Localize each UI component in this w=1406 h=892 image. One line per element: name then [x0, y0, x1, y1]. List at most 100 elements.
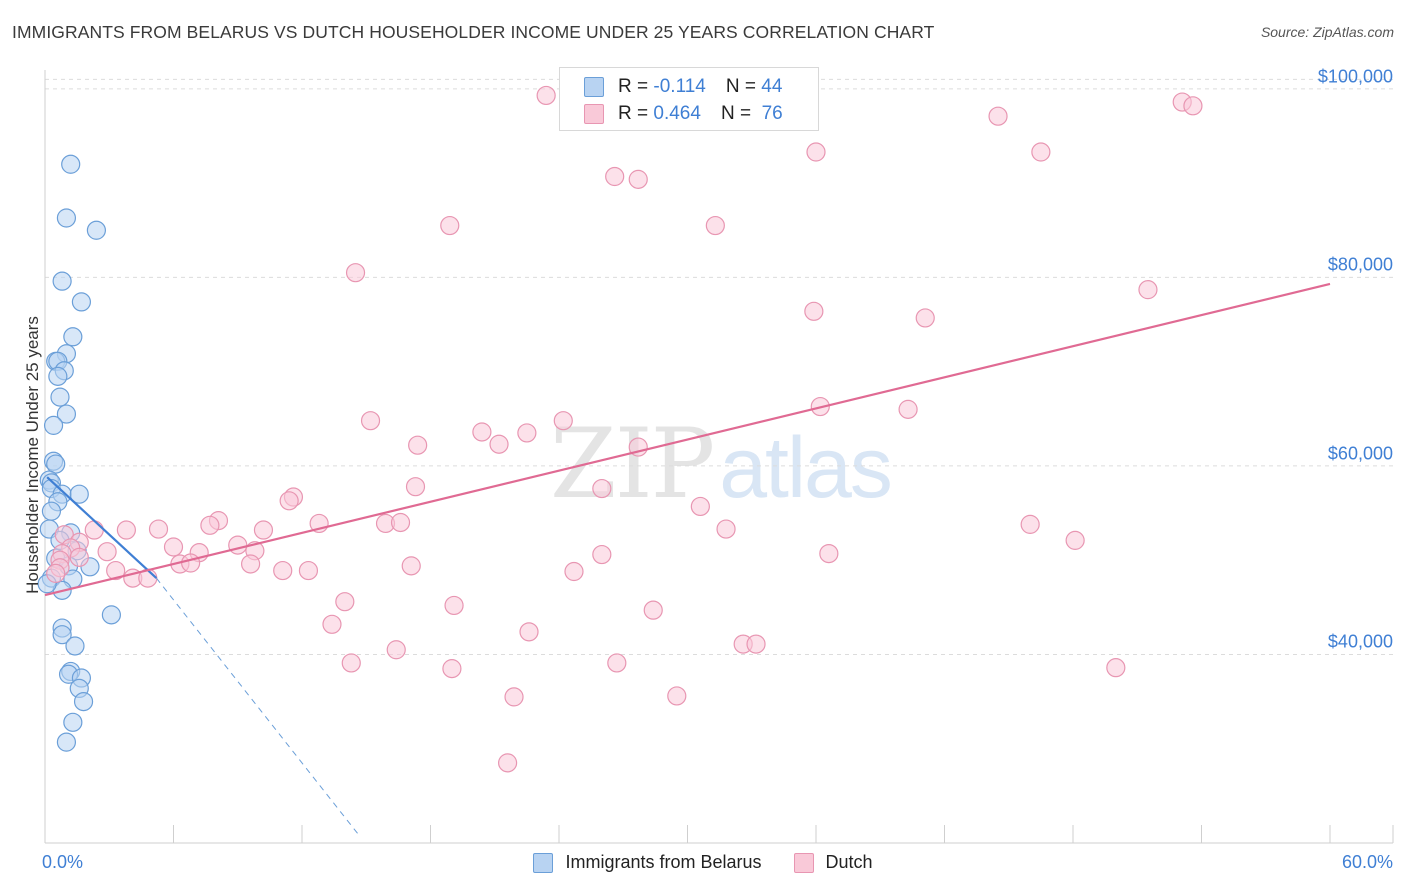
legend-r-label: R =: [618, 76, 649, 97]
point-dutch-58: [241, 554, 261, 574]
y-tick-label-80000: $80,000: [1327, 254, 1393, 275]
point-belarus-13: [43, 415, 64, 435]
x-tick-label-max: 60.0%: [1341, 852, 1393, 872]
point-dutch-19: [517, 423, 537, 443]
point-dutch-52: [1065, 530, 1085, 550]
chart-title: IMMIGRANTS FROM BELARUS VS DUTCH HOUSEHO…: [12, 22, 935, 42]
legend-n-label: N =: [725, 76, 756, 97]
point-dutch-60: [298, 560, 319, 581]
series-swatch-dutch: [793, 852, 814, 873]
point-dutch-6: [605, 166, 625, 187]
point-dutch-36: [116, 520, 136, 540]
point-belarus-43: [63, 712, 83, 732]
point-dutch-77: [504, 687, 524, 707]
point-dutch-34: [1020, 514, 1040, 534]
point-dutch-37: [148, 519, 169, 539]
point-dutch-42: [97, 542, 117, 562]
point-belarus-2: [86, 220, 107, 240]
point-belarus-22: [41, 501, 62, 521]
point-dutch-18: [472, 422, 492, 442]
x-tick-label-min: 0.0%: [42, 852, 84, 872]
point-belarus-37: [65, 636, 85, 656]
point-dutch-10: [345, 263, 366, 283]
point-belarus-15: [46, 454, 66, 474]
legend-n-label: N =: [720, 103, 752, 124]
point-belarus-12: [56, 404, 77, 424]
point-dutch-68: [322, 614, 342, 634]
point-dutch-15: [553, 411, 573, 431]
series-label-dutch: Dutch: [825, 852, 873, 872]
point-dutch-4: [1031, 142, 1051, 162]
point-dutch-3: [988, 106, 1008, 126]
point-dutch-21: [489, 434, 509, 454]
series-legend-dutch: Dutch: [793, 852, 873, 873]
point-belarus-42: [73, 691, 94, 712]
point-dutch-33: [716, 519, 736, 539]
legend-row-dutch: R = 0.464 N = 76: [584, 101, 783, 127]
point-dutch-24: [592, 478, 612, 499]
point-dutch-2: [1183, 96, 1203, 116]
point-dutch-43: [163, 537, 184, 557]
watermark-zip: ZIP: [550, 408, 715, 520]
point-dutch-50: [592, 544, 612, 565]
point-dutch-44: [228, 535, 248, 555]
point-dutch-5: [806, 142, 826, 162]
point-dutch-48: [69, 547, 89, 567]
point-belarus-3: [52, 271, 72, 291]
legend-swatch-belarus: [584, 77, 604, 97]
legend-n-value-belarus: 44: [761, 76, 783, 97]
point-belarus-4: [71, 292, 92, 312]
point-belarus-36: [52, 625, 72, 645]
point-dutch-14: [360, 411, 381, 431]
point-belarus-1: [56, 208, 77, 228]
point-dutch-78: [667, 686, 687, 706]
point-dutch-13: [915, 308, 935, 328]
point-dutch-9: [705, 215, 725, 236]
point-dutch-73: [341, 653, 361, 673]
point-dutch-79: [498, 753, 518, 773]
legend-r-label: R =: [618, 103, 649, 124]
point-dutch-26: [279, 491, 299, 511]
point-dutch-38: [253, 520, 274, 540]
series-swatch-belarus: [533, 852, 554, 873]
point-dutch-11: [1138, 280, 1158, 300]
watermark-atlas: atlas: [719, 420, 893, 516]
point-dutch-71: [746, 634, 766, 654]
point-dutch-67: [643, 600, 663, 620]
series-legend-belarus: Immigrants from Belarus: [533, 852, 762, 873]
legend-r-value-dutch: 0.464: [653, 103, 701, 124]
point-belarus-0: [61, 154, 81, 174]
point-belarus-34: [101, 605, 121, 625]
point-dutch-23: [405, 477, 426, 497]
point-dutch-75: [607, 653, 627, 673]
point-dutch-61: [401, 556, 421, 576]
y-tick-label-60000: $60,000: [1327, 443, 1393, 464]
point-dutch-62: [564, 561, 584, 582]
trendline-dutch: [44, 282, 1331, 597]
point-belarus-11: [50, 387, 70, 407]
legend-row-belarus: R = -0.114 N = 44: [584, 74, 782, 100]
y-tick-label-100000: $100,000: [1317, 66, 1393, 87]
y-tick-label-40000: $40,000: [1327, 631, 1393, 652]
point-dutch-65: [335, 592, 355, 612]
point-belarus-20: [69, 484, 89, 504]
point-dutch-55: [106, 560, 126, 581]
point-belarus-5: [63, 327, 83, 347]
point-dutch-72: [386, 640, 406, 660]
point-dutch-20: [408, 435, 428, 455]
point-dutch-32: [390, 512, 411, 533]
correlation-legend: R = -0.114 N = 44 R = 0.464 N = 76: [559, 67, 819, 131]
point-dutch-29: [200, 515, 220, 535]
y-axis-title: Householder Income Under 25 years: [23, 316, 42, 594]
legend-r-value-belarus: -0.114: [653, 76, 706, 97]
watermark: ZIPatlas: [550, 408, 893, 520]
point-dutch-17: [898, 399, 918, 419]
point-dutch-0: [536, 85, 556, 106]
point-belarus-10: [48, 366, 68, 386]
point-dutch-35: [84, 520, 104, 540]
point-dutch-8: [440, 215, 460, 236]
point-dutch-27: [690, 496, 710, 517]
series-label-belarus: Immigrants from Belarus: [565, 852, 762, 872]
point-dutch-51: [819, 543, 839, 564]
